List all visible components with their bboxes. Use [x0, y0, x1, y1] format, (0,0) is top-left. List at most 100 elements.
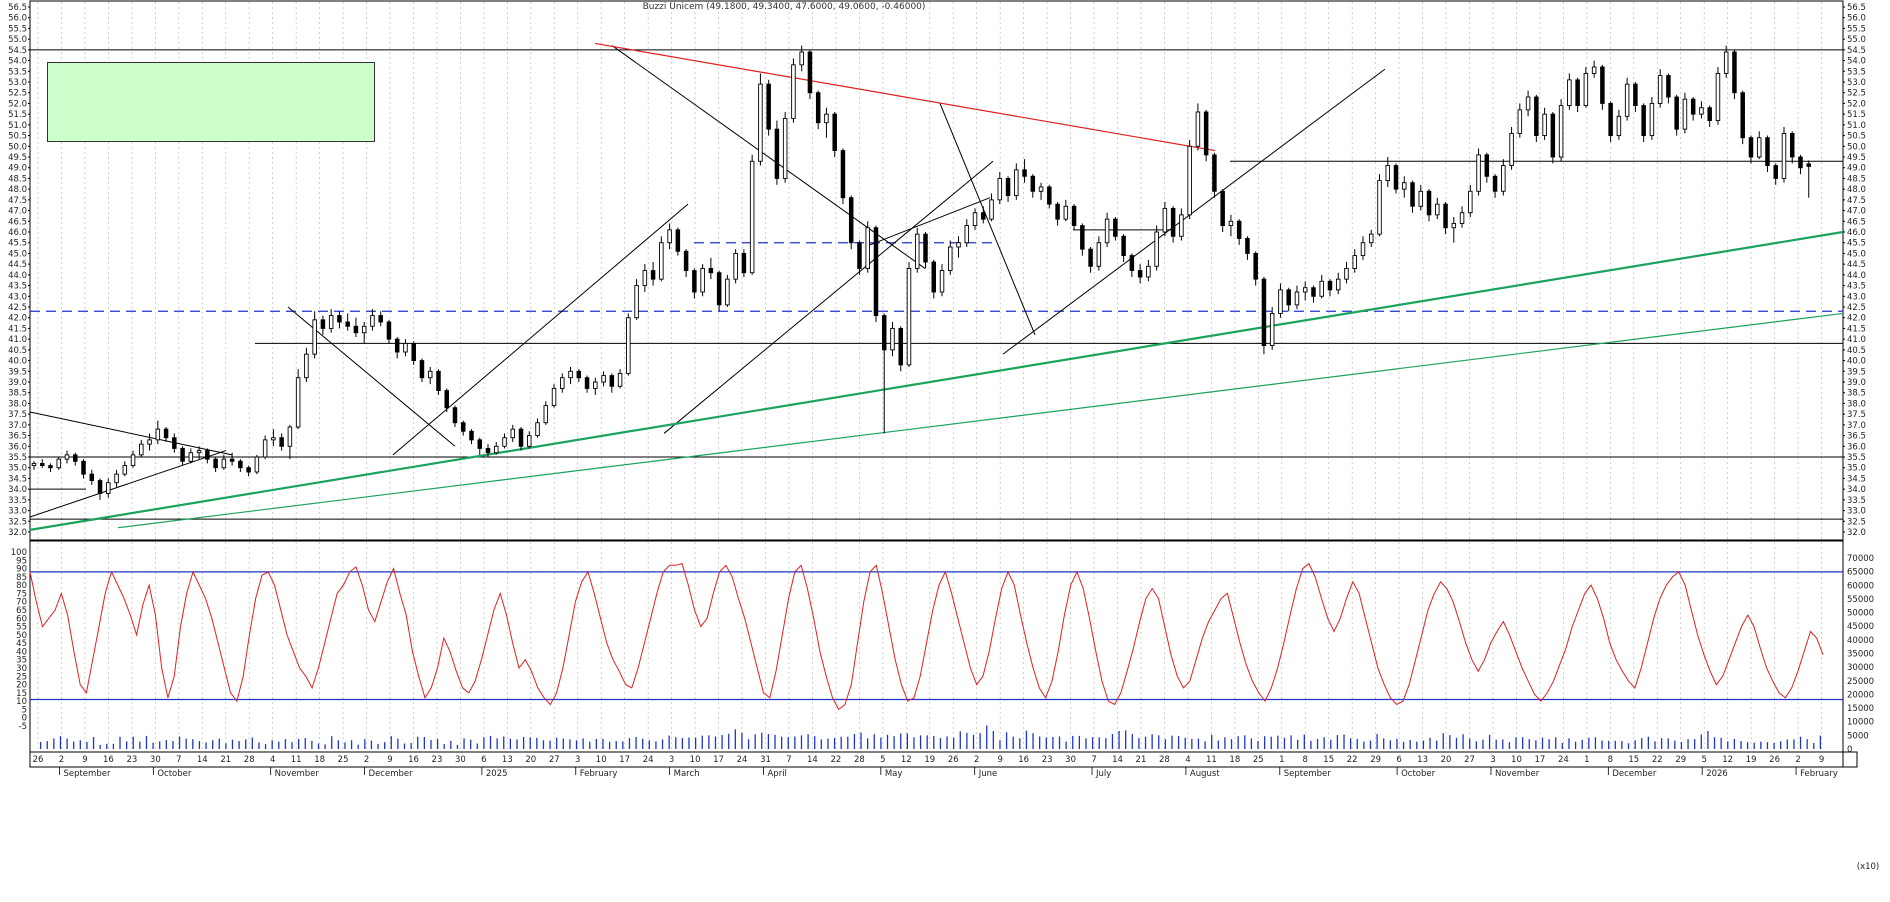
- candle-body: [1393, 165, 1399, 190]
- candle-body: [1030, 175, 1036, 192]
- price-tick-left: 33.0: [8, 507, 27, 517]
- candle-body: [1525, 96, 1531, 111]
- price-tick-left: 32.0: [8, 528, 27, 538]
- price-tick-left: 32.5: [8, 517, 27, 527]
- x-day-label: 4: [1185, 755, 1190, 765]
- x-day-label: 29: [1675, 755, 1686, 765]
- osc-tick: 30: [16, 664, 27, 674]
- x-day-label: 13: [1417, 755, 1428, 765]
- candle-body: [1756, 137, 1762, 158]
- price-tick-right: 42.5: [1847, 303, 1866, 313]
- price-tick-right: 49.5: [1847, 153, 1866, 163]
- osc-tick: 5: [22, 705, 27, 715]
- x-day-label: 9: [387, 755, 392, 765]
- price-tick-left: 45.0: [8, 249, 27, 259]
- candle-body: [617, 372, 623, 387]
- candle-body: [584, 377, 590, 389]
- candle-body: [626, 317, 631, 374]
- volume-tick: 10000: [1847, 718, 1874, 728]
- osc-tick: 15: [16, 689, 27, 699]
- x-day-label: 3: [575, 755, 580, 765]
- x-day-label: 26: [948, 755, 959, 765]
- price-tick-right: 36.0: [1847, 442, 1866, 452]
- x-day-label: 27: [549, 755, 560, 765]
- x-month-label: March: [674, 769, 700, 779]
- candle-body: [1088, 248, 1093, 267]
- candle-body: [1187, 145, 1192, 216]
- candle-body: [196, 450, 202, 454]
- price-tick-left: 40.0: [8, 357, 27, 367]
- candle-body: [642, 270, 648, 287]
- price-tick-right: 37.5: [1847, 410, 1866, 420]
- price-tick-left: 47.0: [8, 207, 27, 217]
- candle-body: [1063, 205, 1069, 220]
- price-tick-right: 37.0: [1847, 421, 1866, 431]
- price-tick-left: 34.5: [8, 474, 27, 484]
- candle-body: [890, 327, 895, 351]
- price-tick-right: 33.0: [1847, 507, 1866, 517]
- x-day-label: 13: [502, 755, 513, 765]
- x-day-label: 4: [270, 755, 275, 765]
- x-day-label: 2: [1795, 755, 1800, 765]
- candle-body: [1789, 132, 1795, 158]
- trendline: [1002, 68, 1386, 355]
- x-day-label: 28: [854, 755, 865, 765]
- candle-body: [81, 460, 86, 475]
- volume-tick: 25000: [1847, 677, 1874, 687]
- candle-body: [923, 233, 928, 263]
- candle-body: [1236, 220, 1242, 239]
- candle-body: [1228, 220, 1234, 227]
- candle-body: [213, 458, 218, 469]
- x-month-label: July: [1095, 769, 1111, 779]
- osc-tick: 50: [16, 631, 27, 641]
- price-tick-right: 34.5: [1847, 474, 1866, 484]
- candle-body: [345, 321, 350, 327]
- candle-body: [1038, 186, 1044, 192]
- x-day-label: 26: [33, 755, 44, 765]
- volume-tick: 45000: [1847, 622, 1874, 632]
- price-tick-left: 42.0: [8, 314, 27, 324]
- price-tick-right: 45.0: [1847, 249, 1866, 259]
- candle-body: [1501, 165, 1506, 192]
- osc-tick: 100: [11, 548, 27, 558]
- x-day-label: 8: [1608, 755, 1613, 765]
- candle-body: [1476, 154, 1481, 192]
- candle-body: [1649, 102, 1655, 137]
- x-day-label: 18: [1229, 755, 1240, 765]
- candle-body: [931, 261, 937, 293]
- candle-body: [1278, 289, 1283, 314]
- candle-body: [708, 267, 714, 274]
- price-tick-left: 37.5: [8, 410, 27, 420]
- x-day-label: 7: [1091, 755, 1096, 765]
- osc-tick: 95: [16, 556, 27, 566]
- candle-body: [205, 450, 210, 460]
- candle-body: [1113, 218, 1118, 237]
- trendline: [939, 103, 1036, 336]
- candle-body: [469, 430, 474, 441]
- candle-body: [1715, 72, 1721, 122]
- osc-tick: 90: [16, 565, 27, 575]
- candle-body: [361, 325, 367, 334]
- candle-body: [1575, 79, 1580, 107]
- candle-body: [560, 377, 565, 389]
- candle-body: [675, 229, 681, 252]
- candle-body: [1666, 75, 1671, 98]
- candle-body: [568, 370, 573, 379]
- candle-body: [1055, 203, 1060, 220]
- candle-body: [758, 83, 763, 162]
- candle-body: [271, 437, 276, 441]
- price-tick-right: 38.5: [1847, 389, 1866, 399]
- volume-tick: 55000: [1847, 595, 1874, 605]
- x-day-label: 14: [807, 755, 818, 765]
- candle-body: [386, 321, 392, 340]
- x-day-label: 24: [737, 755, 748, 765]
- price-tick-left: 54.0: [8, 57, 27, 67]
- candle-body: [1682, 98, 1688, 130]
- candle-body: [1517, 109, 1523, 134]
- candle-body: [1311, 287, 1316, 297]
- chart-title: Buzzi Unicem (49.1800, 49.3400, 47.6000,…: [643, 2, 926, 12]
- price-tick-right: 55.5: [1847, 24, 1866, 34]
- candle-body: [659, 242, 664, 280]
- candle-body: [147, 439, 152, 445]
- price-tick-right: 48.0: [1847, 185, 1866, 195]
